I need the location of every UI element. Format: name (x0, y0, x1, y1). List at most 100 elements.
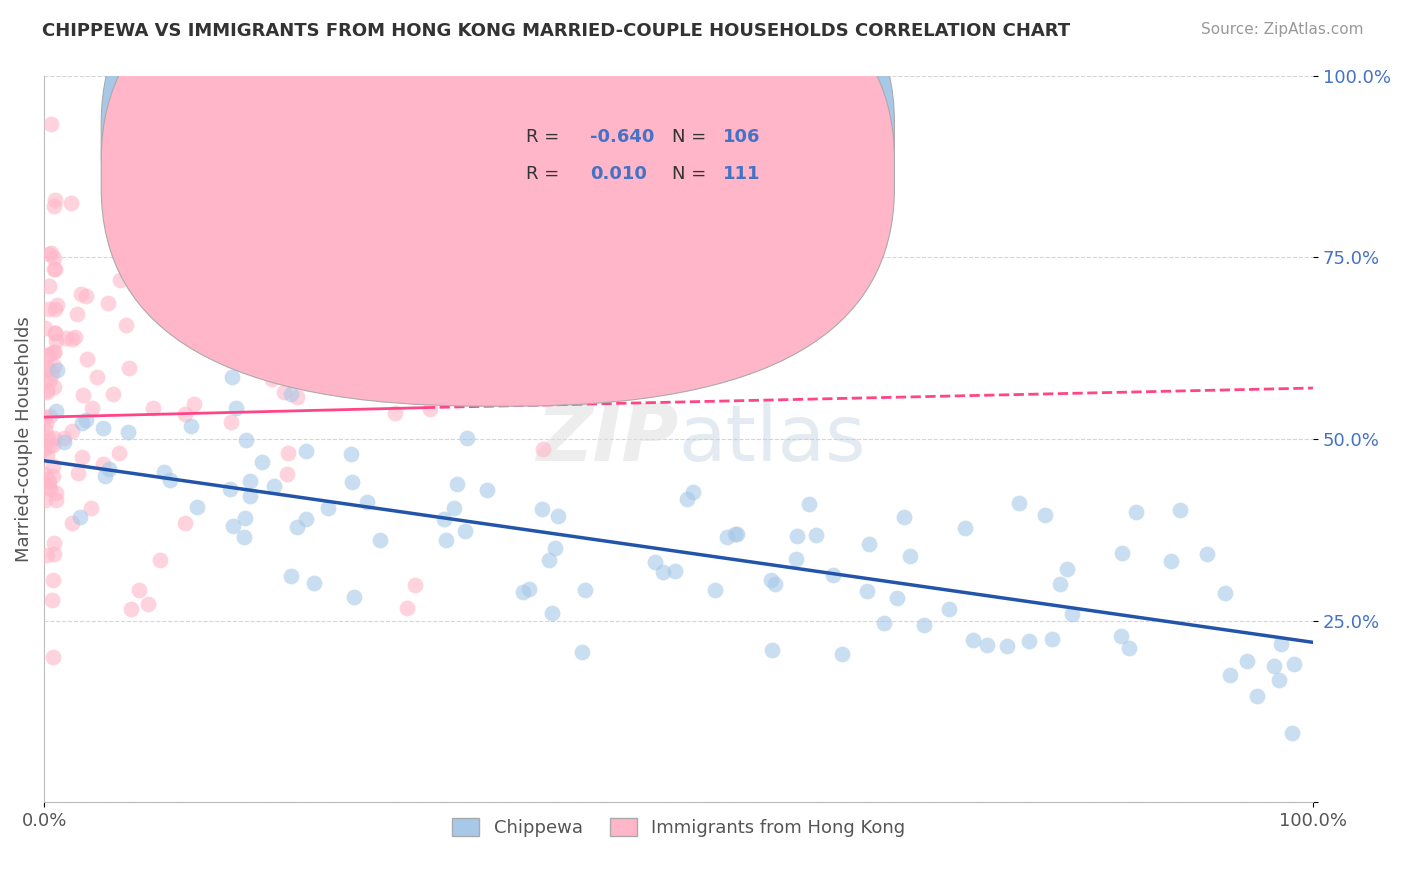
Point (763, 577, 786, 591)
Point (153, 465, 176, 479)
Point (183, 248, 205, 262)
Point (80, 501, 103, 516)
Point (547, 509, 569, 524)
Point (260, 371, 283, 385)
Point (70, 416, 93, 430)
Point (1246, 689, 1268, 703)
Point (512, 584, 534, 599)
Point (149, 553, 172, 567)
Point (531, 442, 554, 457)
Point (174, 408, 197, 422)
Point (343, 590, 366, 604)
Point (544, 541, 567, 555)
Point (70, 286, 93, 301)
Point (304, 576, 326, 591)
Point (1018, 634, 1040, 648)
Point (42, 345, 65, 359)
Point (976, 638, 998, 652)
Point (704, 582, 727, 597)
Point (75, 289, 97, 303)
Point (217, 332, 239, 346)
Point (1049, 577, 1071, 591)
Point (38, 301, 60, 316)
Point (395, 601, 418, 615)
Point (277, 446, 299, 460)
Point (340, 475, 363, 489)
Point (1270, 637, 1292, 651)
Point (72, 388, 94, 402)
Point (91, 420, 114, 434)
Point (59, 195, 82, 210)
Point (456, 431, 478, 445)
Point (1236, 654, 1258, 668)
Point (42, 574, 65, 588)
Point (44, 326, 66, 341)
Point (294, 511, 316, 525)
Point (368, 533, 391, 547)
Point (34, 320, 56, 334)
Point (530, 501, 553, 516)
Point (38, 439, 60, 453)
Point (38, 373, 60, 387)
Point (98, 461, 121, 475)
Point (1268, 673, 1291, 688)
Point (955, 521, 977, 535)
Point (37, 429, 59, 443)
Point (37, 472, 59, 486)
Point (225, 401, 247, 415)
Point (419, 401, 441, 416)
Point (42, 438, 65, 452)
Y-axis label: Married-couple Households: Married-couple Households (15, 316, 32, 562)
Text: ZIP: ZIP (537, 401, 679, 477)
Point (186, 500, 208, 514)
Point (912, 618, 935, 632)
Point (42, 431, 65, 445)
Point (356, 494, 378, 508)
Text: 111: 111 (723, 165, 761, 183)
Point (122, 268, 145, 282)
Point (86, 370, 108, 384)
Text: R =: R = (526, 128, 565, 146)
Point (675, 492, 697, 507)
Point (426, 389, 449, 403)
Point (995, 639, 1018, 653)
Point (221, 415, 243, 429)
Point (218, 482, 240, 496)
Text: -0.640: -0.640 (591, 128, 654, 146)
Point (39, 347, 62, 361)
Point (233, 511, 256, 525)
Point (180, 419, 202, 434)
Point (571, 645, 593, 659)
Point (644, 555, 666, 569)
Point (45, 298, 67, 312)
Point (44, 359, 66, 373)
Point (831, 648, 853, 662)
Point (45, 486, 67, 500)
Point (475, 483, 498, 497)
Point (65, 330, 87, 344)
Point (142, 401, 165, 416)
Point (118, 360, 141, 375)
Point (239, 489, 262, 503)
Point (44, 193, 66, 207)
Point (1008, 495, 1031, 509)
Point (537, 553, 560, 567)
Point (42, 547, 65, 561)
Point (42, 468, 65, 483)
Point (66, 466, 89, 480)
Point (44, 262, 66, 277)
Point (39, 482, 62, 496)
Point (384, 406, 406, 420)
Point (235, 433, 257, 447)
Point (574, 583, 596, 598)
Point (682, 484, 704, 499)
Point (823, 567, 845, 582)
Point (101, 387, 124, 401)
Point (761, 643, 783, 657)
Text: N =: N = (672, 165, 713, 183)
Point (446, 477, 468, 491)
Point (319, 370, 342, 384)
Text: 106: 106 (723, 128, 761, 146)
Point (34, 416, 56, 430)
Point (35, 359, 58, 374)
